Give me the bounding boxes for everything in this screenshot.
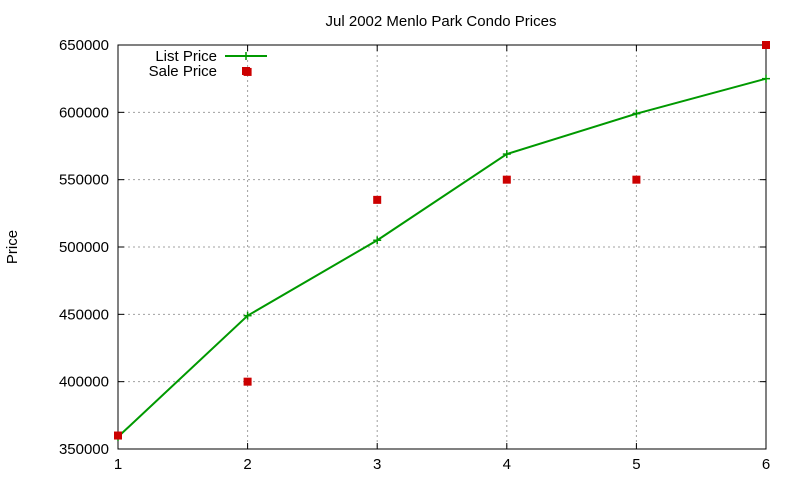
x-tick-label: 5 [632,456,640,473]
y-tick-label: 350000 [59,441,109,458]
x-tick-label: 3 [373,456,381,473]
list-price-point [632,109,641,118]
y-tick-label: 600000 [59,104,109,121]
y-axis-title: Price [4,230,21,264]
x-tick-label: 6 [762,456,770,473]
y-tick-label: 550000 [59,172,109,189]
sale-price-point [243,377,252,386]
series-layer [114,41,770,441]
grid-layer [118,45,766,449]
legend-swatch-marker [242,52,250,60]
x-tick-label: 4 [503,456,511,473]
y-tick-label: 650000 [59,37,109,54]
x-tick-label: 2 [243,456,251,473]
y-tick-label: 400000 [59,374,109,391]
sale-price-point [762,41,770,49]
series-sale-price [114,41,770,440]
sale-price-point [373,195,382,204]
list-price-point [762,74,770,83]
chart-title: Jul 2002 Menlo Park Condo Prices [326,13,557,30]
legend-item-sale-price: Sale Price [149,63,250,80]
y-tick-label: 500000 [59,239,109,256]
sale-price-point [632,175,641,184]
list-price-point [502,150,511,159]
series-list-price [114,74,770,441]
legend-label: Sale Price [149,63,217,80]
legend-item-list-price: List Price [155,48,267,65]
x-tick-label: 1 [114,456,122,473]
legend-label: List Price [155,48,217,65]
sale-price-point [502,175,511,184]
list-price-point [243,311,252,320]
list-price-point [373,236,382,245]
sale-price-point [114,431,122,440]
y-tick-label: 450000 [59,306,109,323]
tick-layer: 1 2 3 4 5 6 350000 400000 450000 500000 550000 6000… [59,37,770,473]
list-price-line [117,77,767,438]
legend-swatch-marker [242,67,250,75]
